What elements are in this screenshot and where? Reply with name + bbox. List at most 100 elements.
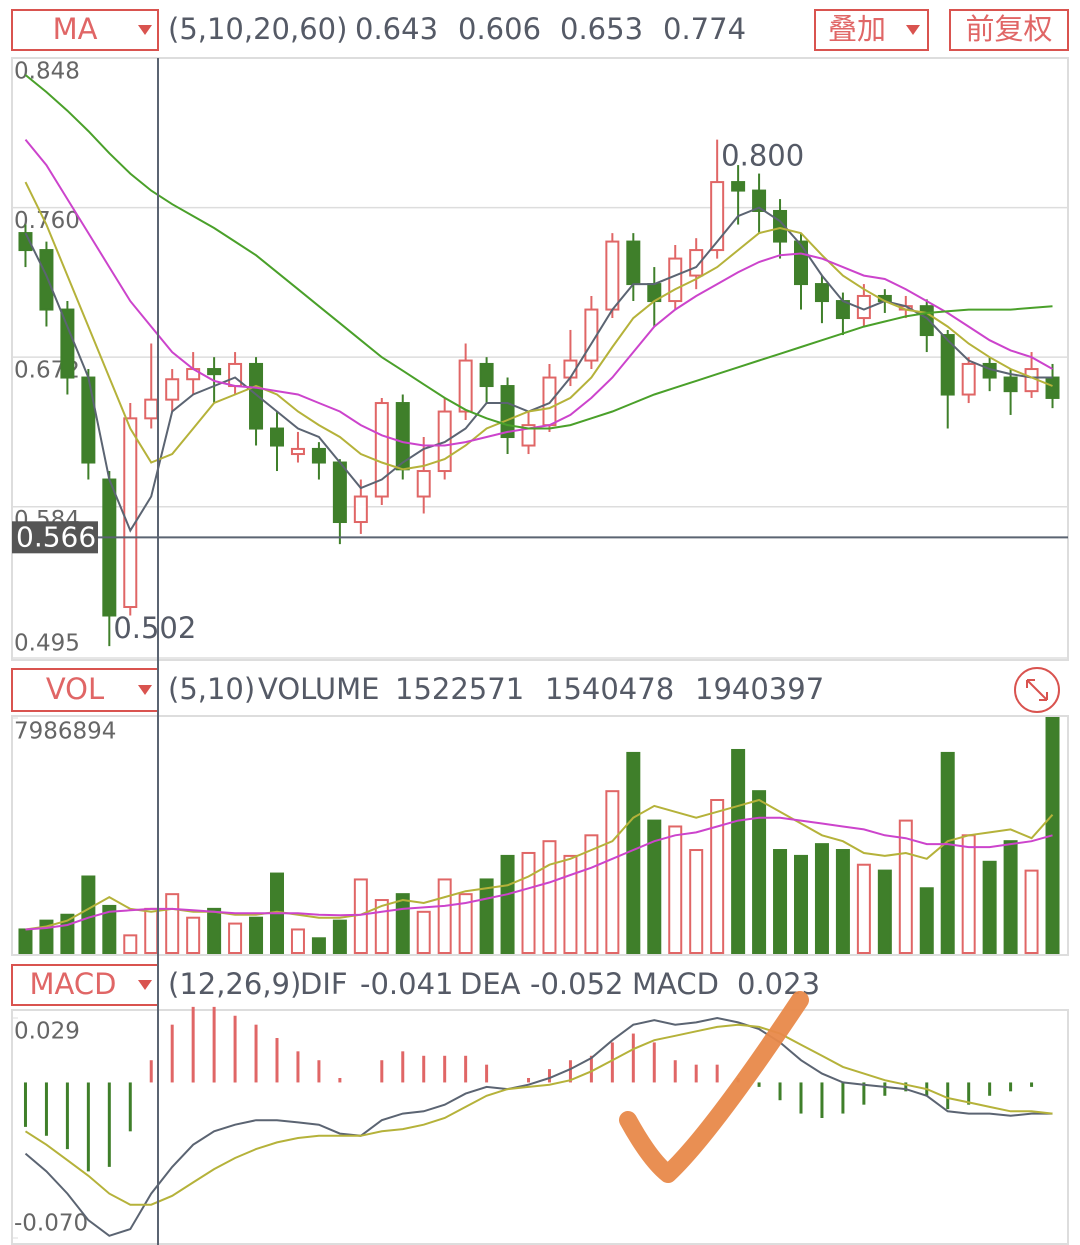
button-box[interactable] bbox=[814, 9, 929, 51]
ma-line bbox=[24, 74, 1053, 430]
ma-value: 0.653 bbox=[560, 12, 643, 46]
overlay-button[interactable]: 叠加 bbox=[814, 9, 929, 51]
volume-bar bbox=[794, 854, 808, 955]
volume-bar bbox=[437, 878, 452, 955]
y-tick-label: -0.070 bbox=[14, 1211, 88, 1237]
volume-bar bbox=[961, 834, 976, 954]
candle-body bbox=[919, 305, 934, 337]
candle-body bbox=[458, 359, 473, 413]
volume-bar bbox=[835, 849, 850, 955]
macd-panel bbox=[11, 1009, 1069, 1245]
legend-label: MACD bbox=[632, 967, 719, 1001]
button-label[interactable]: 叠加 bbox=[828, 12, 886, 46]
volume-bar bbox=[186, 916, 201, 954]
button-label[interactable]: 前复权 bbox=[965, 12, 1052, 46]
candle-body bbox=[605, 240, 620, 311]
candle-body bbox=[228, 362, 243, 388]
volume-bar bbox=[898, 819, 913, 954]
indicator-name[interactable]: MACD bbox=[30, 967, 117, 1001]
vol-params: (5,10) bbox=[168, 672, 255, 706]
candle-body bbox=[794, 240, 808, 286]
checkmark-annotation bbox=[619, 991, 809, 1183]
indicator-name[interactable]: VOL bbox=[46, 672, 104, 706]
candle-body bbox=[1045, 376, 1060, 399]
macd-params: (12,26,9) bbox=[168, 967, 301, 1001]
volume-bar bbox=[940, 751, 955, 955]
indicator-selector[interactable]: MACD bbox=[11, 964, 159, 1006]
volume-bar bbox=[395, 893, 410, 954]
candle-body bbox=[81, 376, 96, 464]
candle-body bbox=[731, 181, 746, 192]
expand-arrows[interactable] bbox=[1026, 679, 1048, 701]
candle-body bbox=[479, 362, 494, 388]
volume-bar bbox=[1024, 869, 1039, 955]
candle-body bbox=[752, 189, 767, 212]
candle-body bbox=[207, 368, 222, 376]
extreme-label: 0.800 bbox=[721, 139, 804, 173]
candle-body bbox=[626, 240, 641, 286]
volume-bar bbox=[542, 840, 557, 954]
ma-line bbox=[24, 206, 1053, 533]
candle-body bbox=[710, 181, 725, 252]
volume-bar bbox=[102, 904, 117, 954]
y-tick-label: 0.848 bbox=[14, 59, 80, 85]
candle-body bbox=[940, 334, 955, 396]
volume-bar bbox=[374, 899, 389, 954]
volume-bar bbox=[626, 751, 641, 955]
volume-bar bbox=[458, 893, 473, 954]
vol-ma-value: 1940397 bbox=[695, 672, 824, 706]
volume-bar bbox=[249, 916, 264, 954]
volume-bar bbox=[144, 907, 159, 954]
candle-body bbox=[270, 427, 284, 447]
legend-label: DEA bbox=[460, 967, 521, 1001]
volume-bar bbox=[710, 798, 725, 954]
indicator-selector[interactable]: MA bbox=[11, 9, 159, 51]
ma-line bbox=[24, 181, 1053, 471]
candle-body bbox=[374, 402, 389, 498]
volume-bar bbox=[228, 922, 243, 954]
dropdown-arrow[interactable] bbox=[138, 25, 152, 35]
macd-line bbox=[24, 1023, 1053, 1206]
expand-button[interactable] bbox=[1014, 667, 1060, 713]
dropdown-arrow[interactable] bbox=[138, 685, 152, 695]
volume-bar bbox=[123, 934, 138, 954]
volume-bar bbox=[647, 819, 662, 954]
volume-bar bbox=[689, 849, 704, 955]
plot: 0.8480.7600.6720.5840.4950.5660.8000.502… bbox=[12, 57, 1068, 1239]
volume-bar bbox=[416, 910, 431, 954]
selector-box[interactable] bbox=[11, 964, 159, 1006]
volume-bar bbox=[311, 937, 326, 954]
selector-box[interactable] bbox=[11, 668, 159, 712]
vol-label: VOLUME bbox=[258, 672, 379, 706]
volume-bar bbox=[563, 854, 578, 955]
expand-circle[interactable] bbox=[1014, 667, 1060, 713]
selector-box[interactable] bbox=[11, 9, 159, 51]
volume-bar bbox=[500, 854, 515, 955]
candle-body bbox=[123, 417, 138, 609]
vol-value: 1522571 bbox=[395, 672, 524, 706]
button-box[interactable] bbox=[949, 9, 1069, 51]
volume-bar bbox=[668, 825, 683, 954]
ma-value: 0.643 bbox=[355, 12, 438, 46]
candle-body bbox=[102, 478, 117, 617]
volume-bar bbox=[81, 875, 96, 955]
volume-bar bbox=[982, 860, 997, 955]
ma-line bbox=[24, 138, 1053, 447]
dropdown-arrow[interactable] bbox=[906, 25, 920, 35]
y-tick-label: 0.760 bbox=[14, 208, 80, 234]
y-tick-label: 7986894 bbox=[14, 719, 116, 745]
volume-bar bbox=[521, 851, 536, 955]
volume-bar bbox=[605, 790, 620, 954]
ma-value: 0.606 bbox=[458, 12, 541, 46]
adjust-button[interactable]: 前复权 bbox=[949, 9, 1069, 51]
volume-bar bbox=[18, 928, 33, 954]
candle-body bbox=[1003, 376, 1018, 393]
candle-body bbox=[521, 424, 536, 447]
indicator-selector[interactable]: VOL bbox=[11, 668, 159, 712]
dropdown-arrow[interactable] bbox=[138, 980, 152, 990]
indicator-name[interactable]: MA bbox=[53, 12, 98, 46]
volume-bar bbox=[584, 834, 599, 954]
volume-bar bbox=[773, 849, 788, 955]
candle-body bbox=[542, 376, 557, 427]
